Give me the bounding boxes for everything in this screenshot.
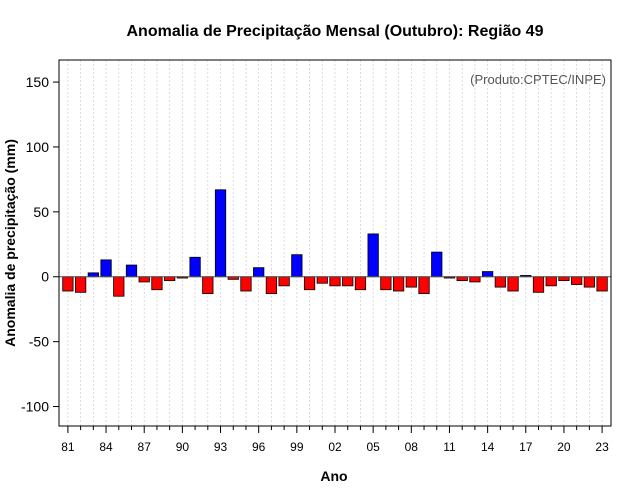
x-tick-label: 90 (176, 440, 190, 454)
bar-1987 (138, 276, 150, 283)
credit-text: (Produto:CPTEC/INPE) (470, 72, 606, 87)
bar-1985 (113, 276, 125, 297)
y-tick-label: 0 (41, 269, 49, 285)
bar-2013 (469, 276, 481, 283)
bar-2018 (532, 276, 545, 293)
bar-1991 (189, 256, 201, 278)
bar-2006 (380, 276, 392, 291)
bar-2015 (494, 276, 506, 288)
bar-2003 (342, 276, 354, 287)
bar-2022 (583, 276, 595, 288)
bar-1997 (265, 276, 278, 295)
bar-2014 (482, 271, 494, 278)
bar-1983 (87, 272, 99, 278)
bar-1984 (100, 259, 112, 278)
y-tick-label: 150 (26, 74, 50, 90)
x-tick-label: 14 (481, 440, 495, 454)
bar-2012 (456, 276, 468, 282)
x-tick-label: 93 (214, 440, 228, 454)
bar-1986 (125, 264, 138, 278)
bar-1989 (164, 276, 176, 282)
bar-2005 (367, 233, 379, 278)
grid-lines (67, 60, 603, 426)
y-axis-label: Anomalia de precipitação (mm) (2, 139, 18, 347)
bar-2001 (316, 276, 328, 284)
x-tick-label: 96 (252, 440, 266, 454)
bar-2010 (431, 251, 443, 278)
bar-1988 (151, 276, 163, 291)
y-tick-label: -50 (29, 334, 49, 350)
y-tick-label: 100 (26, 139, 50, 155)
bar-1981 (62, 276, 74, 292)
x-tick-label: 17 (519, 440, 533, 454)
bar-2020 (558, 276, 570, 282)
bar-2021 (571, 276, 583, 285)
x-tick-label: 23 (595, 440, 609, 454)
bar-2007 (392, 276, 405, 292)
x-tick-label: 02 (328, 440, 342, 454)
bar-2004 (354, 276, 367, 291)
y-tick-label: 50 (33, 204, 49, 220)
x-tick-label: 08 (405, 440, 419, 454)
bar-1992 (202, 276, 214, 295)
bar-2002 (329, 276, 341, 287)
x-tick-label: 81 (61, 440, 75, 454)
x-axis-label: Ano (320, 468, 347, 484)
x-axis: 81 84 87 90 93 96 99 02 05 08 11 14 17 20 23 (61, 426, 609, 454)
bar-2019 (545, 276, 557, 287)
bar-1998 (278, 276, 290, 287)
chart-title: Anomalia de Precipitação Mensal (Outubro… (127, 23, 544, 40)
x-tick-label: 05 (366, 440, 380, 454)
y-axis: -100 -50 0 50 100 150 (21, 74, 59, 415)
x-tick-label: 20 (557, 440, 571, 454)
x-tick-label: 99 (290, 440, 304, 454)
bar-2023 (596, 276, 608, 292)
x-tick-label: 87 (138, 440, 152, 454)
bar-2009 (418, 276, 430, 295)
bar-2008 (405, 276, 417, 288)
bar-1993 (214, 189, 227, 278)
y-tick-label: -100 (21, 399, 49, 415)
bar-2000 (303, 276, 316, 291)
bar-1982 (75, 276, 87, 293)
x-tick-label: 11 (443, 440, 456, 454)
bar-1995 (240, 276, 252, 292)
x-tick-label: 84 (99, 440, 113, 454)
bar-1996 (253, 267, 265, 278)
bar-1999 (291, 254, 303, 278)
bar-2016 (507, 276, 519, 292)
